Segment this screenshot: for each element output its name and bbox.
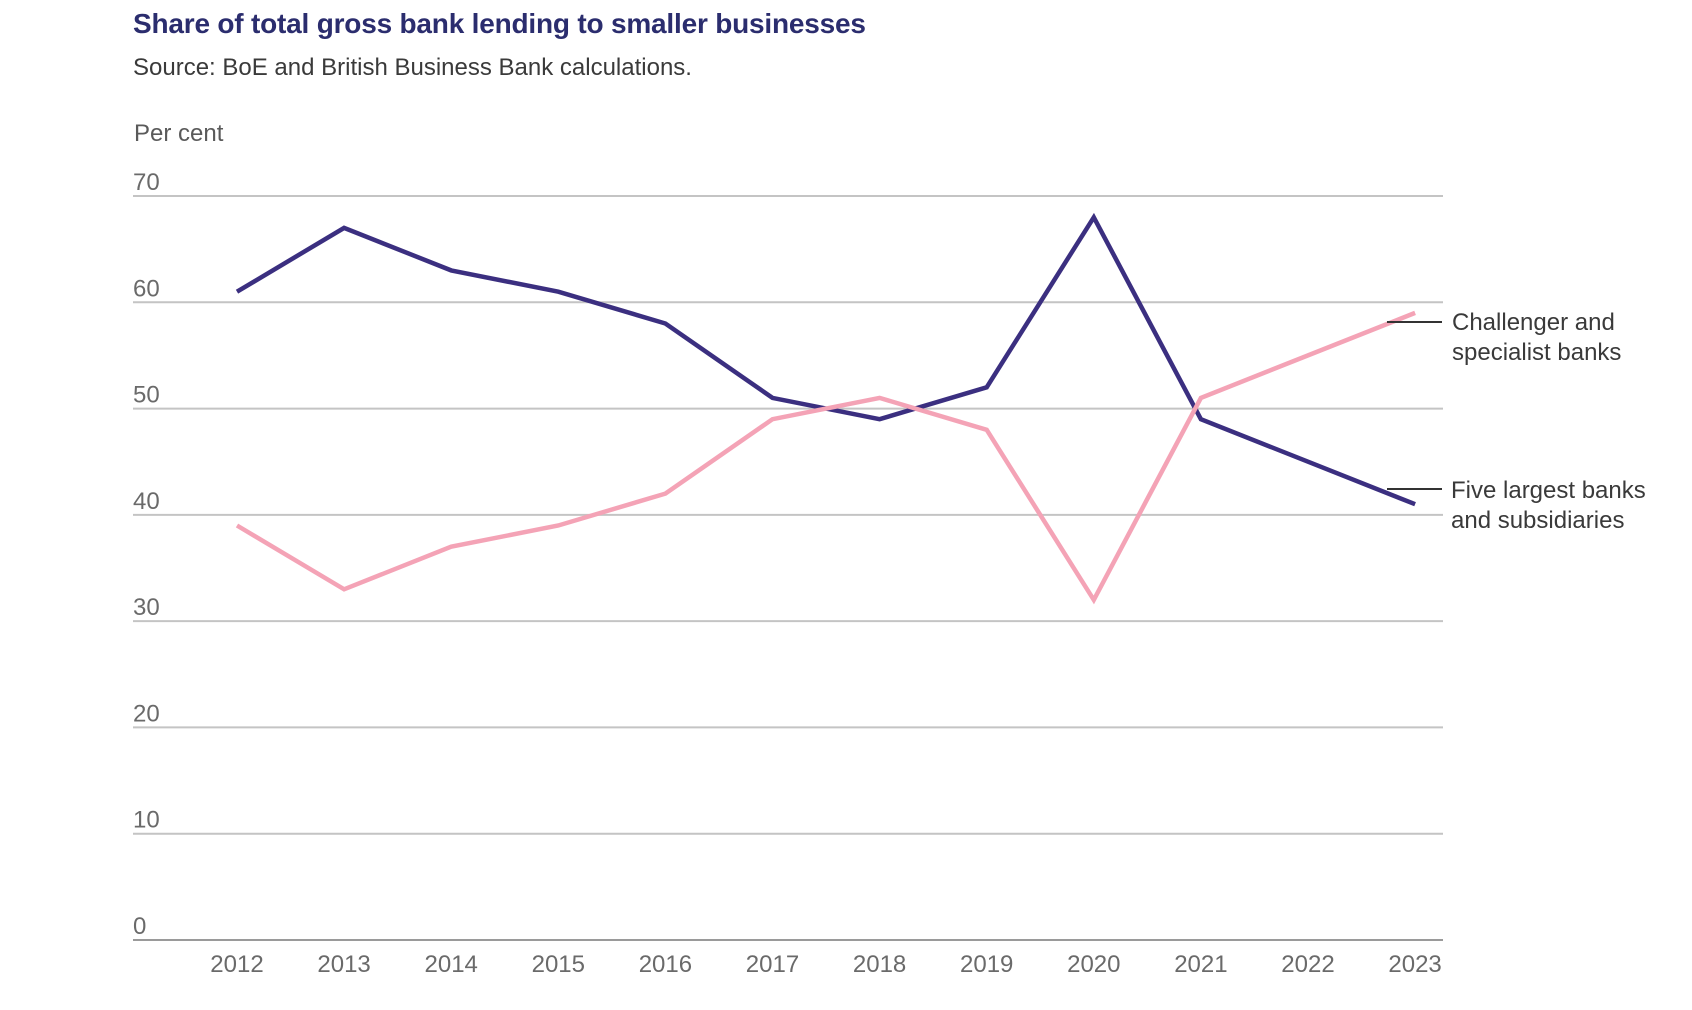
series-labels: Challenger and specialist banks Five large… bbox=[1387, 309, 1646, 534]
x-tick-label: 2020 bbox=[1067, 951, 1120, 978]
series-lines bbox=[235, 212, 1416, 605]
y-tick-label: 50 bbox=[133, 382, 160, 409]
x-tick-label: 2018 bbox=[853, 951, 906, 978]
y-tick-label: 20 bbox=[133, 700, 160, 727]
gridlines bbox=[133, 195, 1443, 941]
x-tick-label: 2012 bbox=[210, 951, 263, 978]
series-label: Challenger and bbox=[1452, 309, 1615, 336]
x-tick-label: 2014 bbox=[425, 951, 478, 978]
x-tick-label: 2017 bbox=[746, 951, 799, 978]
series-label: and subsidiaries bbox=[1451, 507, 1624, 534]
x-tick-label: 2013 bbox=[317, 951, 370, 978]
y-tick-label: 10 bbox=[133, 807, 160, 834]
y-tick-label: 60 bbox=[133, 275, 160, 302]
series-label: Five largest banks bbox=[1451, 477, 1646, 504]
x-tick-labels: 2012 2013 2014 2015 2016 2017 2018 2019 2020 2021… bbox=[210, 951, 1441, 978]
chart-subtitle: Source: BoE and British Business Bank ca… bbox=[133, 54, 692, 81]
y-axis-label: Per cent bbox=[134, 120, 224, 147]
y-tick-labels: 0 10 20 30 40 50 60 70 bbox=[133, 169, 160, 940]
x-tick-label: 2016 bbox=[639, 951, 692, 978]
y-tick-label: 70 bbox=[133, 169, 160, 196]
series-line-challenger bbox=[235, 310, 1416, 605]
x-tick-label: 2023 bbox=[1388, 951, 1441, 978]
x-tick-label: 2021 bbox=[1174, 951, 1227, 978]
y-tick-label: 40 bbox=[133, 488, 160, 515]
y-tick-label: 30 bbox=[133, 594, 160, 621]
chart-title: Share of total gross bank lending to sma… bbox=[133, 8, 866, 39]
x-tick-label: 2022 bbox=[1281, 951, 1334, 978]
series-line-five-largest bbox=[235, 212, 1416, 507]
series-label: specialist banks bbox=[1452, 339, 1621, 366]
x-tick-label: 2015 bbox=[532, 951, 585, 978]
x-tick-label: 2019 bbox=[960, 951, 1013, 978]
y-tick-label: 0 bbox=[133, 913, 146, 940]
